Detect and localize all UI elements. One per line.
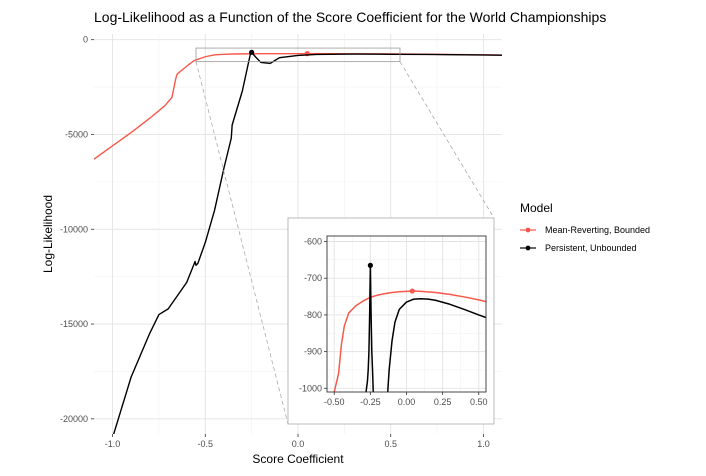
inset-series-line-persistent-unbounded (365, 264, 374, 392)
legend-key-dot-mean-reverting (525, 227, 531, 233)
inset-max-point (367, 262, 373, 268)
inset-panel-border (326, 235, 487, 393)
chart-title: Log-Likelihood as a Function of the Scor… (94, 9, 606, 25)
x-tick-label: -1.0 (105, 439, 121, 449)
legend-label-mean-reverting: Mean-Reverting, Bounded (545, 225, 650, 235)
inset-x-tick-label: 0.00 (398, 397, 416, 407)
inset-y-tick-label: -800 (304, 310, 322, 320)
main-series-layer (94, 49, 502, 434)
legend-label-persistent: Persistent, Unbounded (545, 243, 637, 253)
legend: Model Mean-Reverting, Bounded Persistent… (520, 201, 650, 253)
inset-y-tick-label: -900 (304, 347, 322, 357)
legend-title: Model (520, 201, 553, 215)
inset-x-tick-label: -0.25 (360, 397, 381, 407)
legend-key-dot-persistent (525, 245, 531, 251)
legend-item-persistent: Persistent, Unbounded (520, 243, 637, 253)
axis-layer: -1.0 -0.5 0.0 0.5 1.0 0 -5000 -10000 -15000 -2000… (60, 35, 490, 449)
inset-y-tick-label: -700 (304, 273, 322, 283)
inset-series-line-mean-reverting-bounded (333, 290, 486, 392)
inset-plot: -0.50 -0.25 0.00 0.25 0.50 -600 -700 -800 -900 -1… (287, 217, 495, 425)
x-tick-label: 1.0 (477, 439, 490, 449)
inset-x-tick-label: -0.50 (324, 397, 345, 407)
inset-y-tick-label: -1000 (299, 383, 322, 393)
zoom-connector-right (399, 61, 495, 219)
y-tick-label: -20000 (60, 414, 88, 424)
y-tick-label: -15000 (60, 319, 88, 329)
series-line-persistent-unbounded (112, 51, 502, 434)
zoom-rectangle (195, 47, 401, 63)
inset-x-tick-label: 0.25 (434, 397, 452, 407)
y-tick-label: -5000 (65, 129, 88, 139)
y-axis-label: Log-Likelihood (41, 195, 55, 273)
inset-series (333, 262, 486, 392)
y-tick-label: -10000 (60, 224, 88, 234)
legend-item-mean-reverting: Mean-Reverting, Bounded (520, 225, 650, 235)
inset-y-tick-label: -600 (304, 237, 322, 247)
x-tick-label: 0.5 (384, 439, 397, 449)
inset-grid (327, 236, 486, 392)
x-tick-label: -0.5 (198, 439, 214, 449)
inset-max-point (409, 288, 415, 294)
x-tick-label: 0.0 (292, 439, 305, 449)
zoom-indicator (195, 47, 495, 425)
inset-series-line-persistent-unbounded (386, 298, 486, 392)
max-point-persistent-unbounded (249, 49, 255, 55)
y-tick-label: 0 (83, 35, 88, 45)
inset-x-tick-label: 0.50 (470, 397, 488, 407)
zoom-connector-left (195, 61, 289, 425)
x-axis-label: Score Coefficient (252, 452, 344, 466)
